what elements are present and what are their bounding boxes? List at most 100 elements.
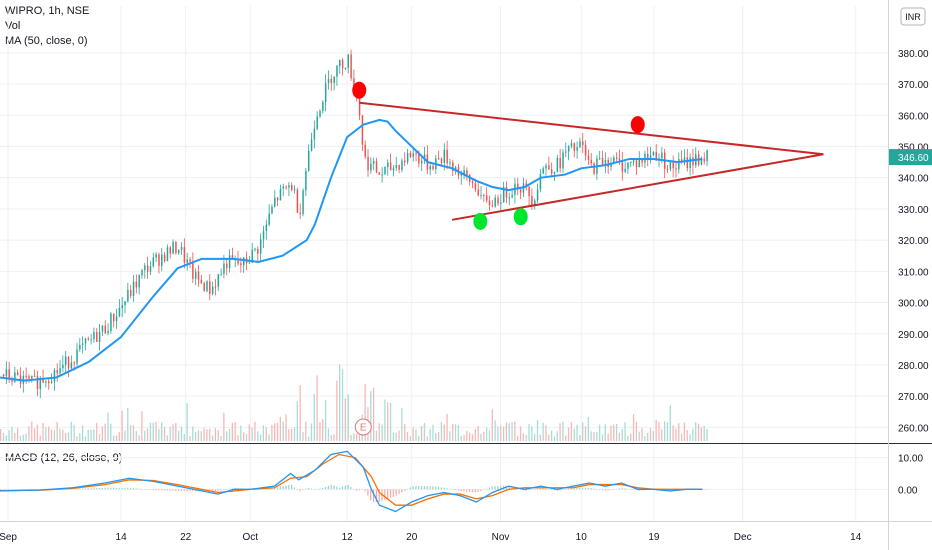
volume-bar [327, 428, 330, 441]
volume-bar [296, 401, 298, 441]
macd-histogram-bar [531, 489, 533, 490]
volume-bar [70, 421, 72, 441]
candle-body [319, 111, 321, 117]
candle-body [276, 197, 279, 201]
candle-body [378, 172, 381, 175]
macd-histogram-bar [525, 489, 527, 491]
macd-histogram-bar [307, 487, 310, 490]
candle-body [497, 197, 499, 204]
volume-bar [370, 391, 372, 441]
candle-body [536, 189, 539, 201]
candle-body [149, 266, 152, 272]
volume-bar [624, 422, 626, 441]
candle-body [220, 273, 222, 275]
volume-bar [528, 424, 530, 441]
macd-histogram-bar [412, 486, 414, 490]
candle-body [180, 247, 183, 251]
macd-histogram-bar [22, 489, 24, 490]
volume-bar [90, 429, 92, 441]
candle-body [240, 263, 242, 266]
candle-body [598, 158, 601, 160]
macd-histogram-bar [158, 489, 160, 491]
macd-histogram-bar [214, 489, 216, 491]
volume-bar [398, 430, 400, 441]
volume-bar [358, 429, 361, 441]
volume-bar [178, 430, 180, 441]
volume-bar [299, 385, 301, 441]
macd-histogram-bar [98, 487, 101, 490]
macd-histogram-bar [426, 486, 428, 490]
candle-body [110, 313, 112, 332]
candle-body [45, 381, 47, 383]
candle-body [327, 78, 330, 84]
volume-bar [353, 433, 355, 441]
macd-histogram-bar [387, 489, 389, 499]
candle-body [132, 281, 135, 296]
candle-body [288, 185, 290, 188]
time-axis-label-5: 20 [406, 532, 418, 543]
volume-bar [53, 430, 55, 441]
macd-histogram-bar [107, 487, 109, 490]
macd-histogram-bar [8, 489, 10, 490]
volume-bar [443, 424, 445, 441]
volume-bar [596, 432, 598, 441]
candle-body [358, 98, 361, 116]
candle-body [217, 274, 220, 287]
time-axis-label-0: Sep [0, 532, 17, 543]
volume-bar [19, 435, 22, 441]
candle-body [127, 289, 129, 302]
candle-body [418, 153, 420, 164]
volume-bar [418, 436, 420, 441]
currency-badge[interactable] [900, 7, 926, 26]
volume-bar [531, 426, 533, 441]
macd-histogram-bar [96, 488, 98, 490]
candle-body [285, 186, 287, 188]
volume-bar [502, 426, 505, 441]
candle-body [576, 147, 578, 151]
volume-bar [658, 421, 660, 441]
candle-body [124, 301, 126, 306]
macd-histogram-bar [522, 489, 524, 491]
macd-histogram-bar [296, 489, 298, 490]
volume-bar [330, 435, 332, 441]
candle-body [582, 141, 584, 146]
macd-histogram-bar [511, 486, 513, 490]
volume-bar [649, 428, 652, 441]
volume-bar [305, 421, 307, 441]
candle-body [389, 162, 392, 171]
candle-body [141, 270, 143, 276]
candle-body [70, 362, 73, 369]
candle-body [466, 170, 468, 175]
candle-body [649, 155, 652, 159]
candle-body [73, 362, 75, 364]
macd-histogram-bar [469, 489, 471, 492]
macd-histogram-bar [336, 486, 338, 490]
time-axis-label-6: Nov [492, 532, 510, 543]
candle-body [25, 375, 27, 377]
volume-bar [488, 430, 491, 441]
macd-histogram-bar [480, 489, 482, 491]
macd-histogram-bar [429, 486, 431, 490]
volume-bar [440, 421, 443, 441]
candle-body [28, 376, 30, 379]
volume-bar [632, 414, 635, 441]
volume-bar [96, 422, 98, 441]
legend-symbol: WIPRO, 1h, NSE [5, 5, 90, 17]
candle-body [635, 160, 638, 168]
volume-bar [50, 429, 53, 441]
macd-histogram-bar [299, 489, 301, 492]
candle-body [666, 168, 669, 170]
volume-bar [672, 425, 674, 441]
candle-body [197, 271, 200, 280]
candle-body [5, 369, 8, 377]
volume-bar [302, 431, 304, 441]
candle-body [678, 159, 680, 170]
time-axis-label-8: 19 [648, 532, 660, 543]
candle-body [483, 195, 485, 197]
candle-body [206, 281, 208, 292]
candle-body [409, 152, 412, 157]
macd-signal-line [0, 453, 703, 506]
candle-body [570, 143, 573, 147]
price-axis-label-10: 280.00 [898, 361, 929, 372]
